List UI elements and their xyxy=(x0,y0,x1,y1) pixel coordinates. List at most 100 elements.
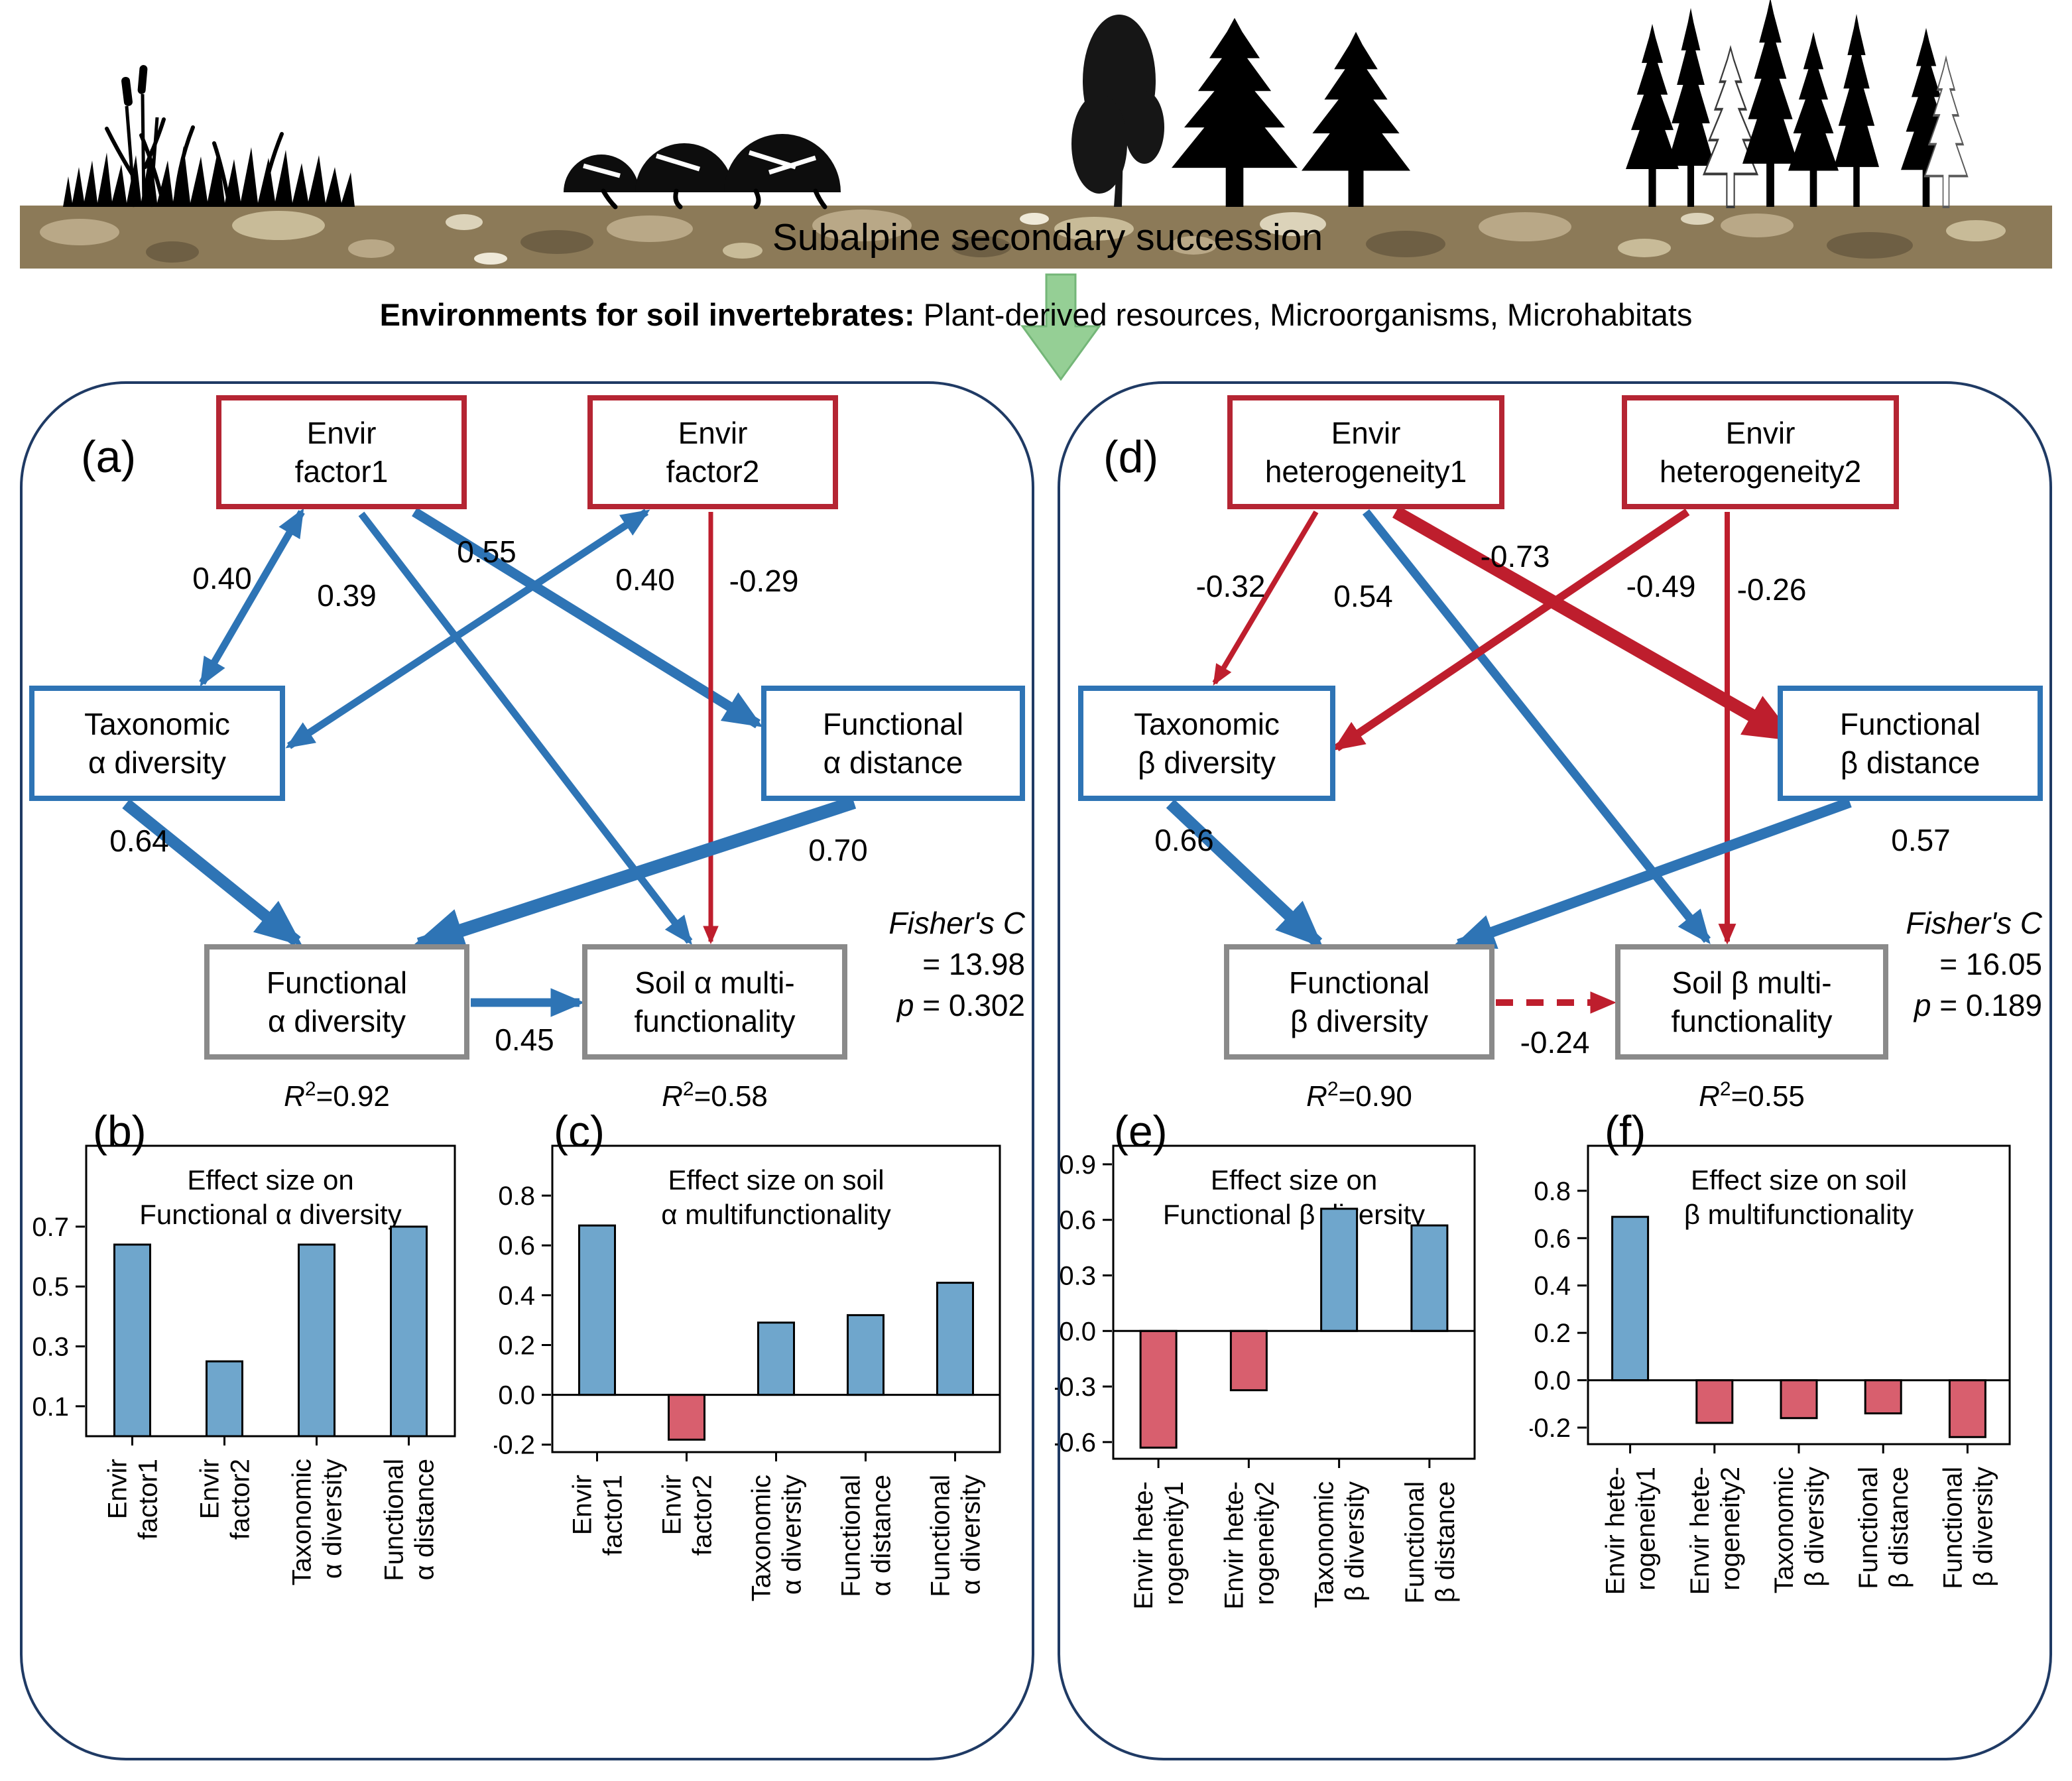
coef-label: -0.32 xyxy=(1196,569,1266,603)
x-category-label: Envir xyxy=(103,1459,133,1519)
y-tick-label: 0.2 xyxy=(498,1331,535,1360)
soil-band: Subalpine secondary succession xyxy=(20,206,2052,269)
path-factor2-taxonomic xyxy=(285,509,650,749)
y-tick-label: 0.3 xyxy=(32,1333,69,1362)
x-category-label: Envir hete- xyxy=(1601,1467,1630,1595)
path-distance-fdiversity xyxy=(411,796,857,952)
x-category-label: factor1 xyxy=(599,1475,628,1556)
caption-bold: Environments for soil invertebrates: xyxy=(379,297,915,332)
panel-alpha xyxy=(20,381,1034,1760)
sem-alpha: (a) 0.40 0.39 0.55 0.40 -0.29 0.64 0.70 … xyxy=(29,395,1026,1113)
x-category-label: Functional xyxy=(1854,1467,1883,1589)
y-tick-label: -0.6 xyxy=(1055,1428,1096,1457)
box-taxonomic-beta-diversity xyxy=(1078,686,1335,801)
succession-illustration: Subalpine secondary succession xyxy=(20,0,2052,381)
band-title: Subalpine secondary succession xyxy=(772,216,1323,259)
svg-text:Envir: Envir xyxy=(1331,416,1401,450)
x-category-label: Envir hete- xyxy=(1685,1467,1715,1595)
x-category-label: Envir hete- xyxy=(1219,1481,1249,1609)
coef-label: 0.66 xyxy=(1154,823,1214,857)
x-category-label: Functional xyxy=(1938,1467,1967,1589)
r-squared: R2=0.58 xyxy=(662,1078,768,1113)
bar-Functionalβ-diversity xyxy=(1948,1379,1986,1438)
coef-label: 0.64 xyxy=(109,824,169,858)
chart-title: α multifunctionality xyxy=(661,1199,890,1230)
path-factor1-distance xyxy=(412,507,763,729)
bar-Taxonomicα-diversity xyxy=(757,1321,795,1396)
fisher-c-label: Fisher's C xyxy=(888,906,1025,940)
r-squared: R2=0.90 xyxy=(1306,1078,1412,1113)
x-category-label: Functional xyxy=(837,1475,866,1597)
svg-text:Soil β multi-: Soil β multi- xyxy=(1672,965,1831,1000)
chart-title: Effect size on soil xyxy=(1691,1164,1907,1196)
x-category-label: Taxonomic xyxy=(288,1459,317,1585)
bar-Envir-hete-rogeneity2 xyxy=(1229,1329,1268,1392)
coef-label: 0.55 xyxy=(457,534,517,569)
fisher-c-value: = 16.05 xyxy=(1939,947,2042,981)
x-category-label: factor2 xyxy=(226,1459,255,1540)
svg-text:factor1: factor1 xyxy=(295,454,389,489)
shrub-icon xyxy=(564,134,841,210)
r-squared: R2=0.55 xyxy=(1699,1078,1805,1113)
x-category-label: Envir xyxy=(568,1475,597,1535)
deciduous-tree-icon xyxy=(1071,15,1164,207)
path-het1-taxonomic xyxy=(1212,510,1319,686)
box-envir-heterogeneity1 xyxy=(1227,395,1504,509)
svg-text:α distance: α distance xyxy=(823,745,963,780)
box-envir-heterogeneity2 xyxy=(1622,395,1899,509)
bar-Functionalα-diversity xyxy=(936,1282,974,1396)
y-tick-label: 0.6 xyxy=(1059,1206,1096,1235)
svg-text:β diversity: β diversity xyxy=(1290,1004,1428,1038)
x-category-label: α distance xyxy=(410,1459,440,1580)
svg-text:α diversity: α diversity xyxy=(268,1004,406,1038)
y-tick-label: 0.8 xyxy=(498,1182,535,1211)
y-tick-label: 0.2 xyxy=(1534,1319,1571,1348)
x-category-label: Taxonomic xyxy=(747,1475,776,1601)
svg-text:factor2: factor2 xyxy=(666,454,760,489)
box-functional-beta-diversity xyxy=(1224,944,1494,1060)
x-category-label: α diversity xyxy=(957,1475,986,1595)
bar-Taxonomicβ-diversity xyxy=(1780,1379,1818,1420)
bar-Envir-hete-rogeneity2 xyxy=(1695,1379,1734,1424)
chart-effect-soil-alpha-multifunctionality: Effect size on soil α multifunctionality 0… xyxy=(489,1126,1018,1749)
path-het2-taxonomic xyxy=(1333,509,1690,751)
y-tick-label: 0.6 xyxy=(498,1231,535,1260)
x-category-label: Taxonomic xyxy=(1770,1467,1799,1593)
x-category-label: Taxonomic xyxy=(1310,1481,1339,1608)
x-category-label: Functional xyxy=(1400,1481,1430,1604)
svg-text:Functional: Functional xyxy=(267,965,407,1000)
svg-text:Taxonomic: Taxonomic xyxy=(1134,707,1280,741)
box-soil-beta-multifunctionality xyxy=(1615,944,1888,1060)
y-tick-label: -0.3 xyxy=(1055,1373,1096,1402)
bar-Envir-hete-rogeneity1 xyxy=(1611,1215,1650,1382)
x-category-label: rogeneity2 xyxy=(1716,1467,1745,1591)
chart-effect-functional-alpha-diversity: Effect size on Functional α diversity 0.7 0… xyxy=(20,1126,491,1749)
y-tick-label: 0.5 xyxy=(32,1272,69,1302)
panel-letter-c: (c) xyxy=(554,1107,605,1156)
sem-diagrams: (a) 0.40 0.39 0.55 0.40 -0.29 0.64 0.70 … xyxy=(29,395,2043,1113)
bar-Envirfactor1 xyxy=(113,1243,151,1438)
x-category-label: α distance xyxy=(867,1475,896,1596)
y-tick-label: 0.0 xyxy=(498,1381,535,1410)
chart-title: β multifunctionality xyxy=(1684,1199,1914,1230)
panel-letter-d: (d) xyxy=(1103,432,1158,482)
svg-text:Envir: Envir xyxy=(678,416,748,450)
svg-text:β distance: β distance xyxy=(1841,745,1981,780)
bar-Functionalα-distance xyxy=(847,1314,884,1396)
coef-label: -0.24 xyxy=(1520,1025,1590,1060)
path-taxonomic-fdiversity xyxy=(122,798,303,947)
svg-text:Envir: Envir xyxy=(307,416,377,450)
y-tick-label: 0.0 xyxy=(1534,1367,1571,1396)
path-distance-fdiversity xyxy=(1453,797,1852,950)
panel-letter-b: (b) xyxy=(93,1107,147,1156)
y-tick-label: 0.4 xyxy=(1534,1272,1571,1301)
x-category-label: β distance xyxy=(1884,1467,1914,1588)
coef-label: 0.54 xyxy=(1333,579,1393,613)
box-functional-beta-distance xyxy=(1778,686,2043,801)
box-envir-factor2 xyxy=(587,395,838,509)
fisher-c-value: = 13.98 xyxy=(922,947,1025,981)
